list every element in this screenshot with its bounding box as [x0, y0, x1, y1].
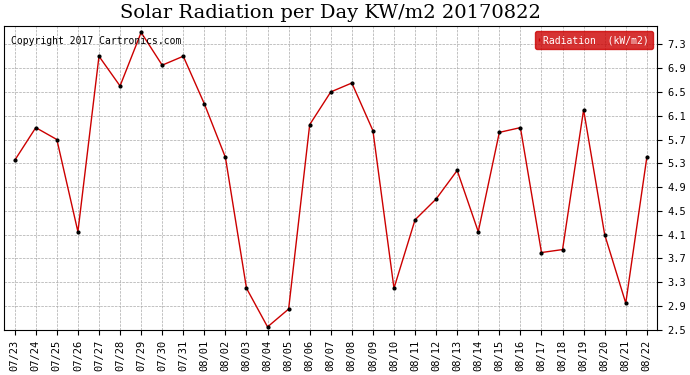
- Title: Solar Radiation per Day KW/m2 20170822: Solar Radiation per Day KW/m2 20170822: [120, 4, 541, 22]
- Text: Copyright 2017 Cartronics.com: Copyright 2017 Cartronics.com: [11, 36, 181, 46]
- Legend: Radiation  (kW/m2): Radiation (kW/m2): [535, 32, 653, 49]
